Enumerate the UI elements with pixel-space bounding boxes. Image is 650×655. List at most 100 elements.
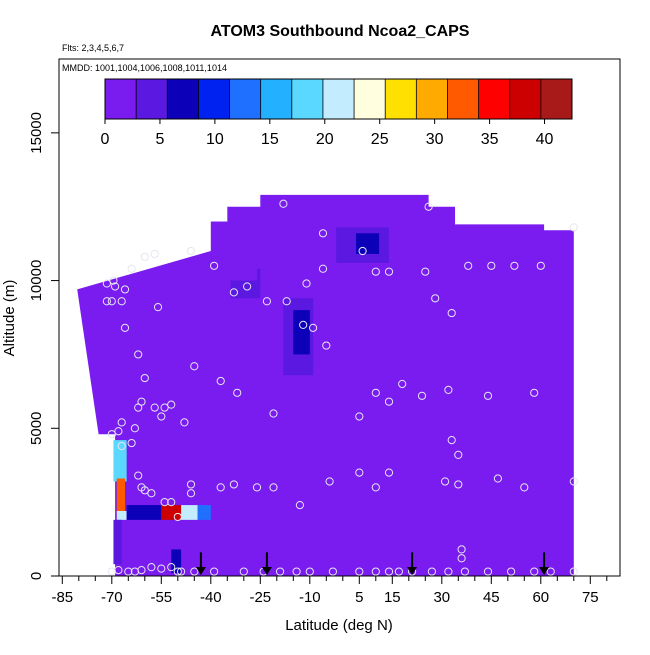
sample-point (305, 567, 314, 576)
sample-point (147, 489, 156, 498)
x-tick-label: -25 (249, 589, 271, 606)
sample-point (229, 288, 238, 297)
sample-point (355, 412, 364, 421)
y-tick-label: 5000 (28, 412, 45, 445)
data-cell (116, 478, 125, 514)
x-tick-label: 15 (384, 589, 401, 606)
sample-point (447, 436, 456, 445)
colorbar-tick-label: 35 (481, 131, 499, 148)
sample-point (210, 261, 219, 270)
colorbar-segment (322, 79, 355, 119)
arrow-head (261, 567, 272, 575)
colorbar-tick-label: 30 (426, 131, 444, 148)
sample-point (107, 430, 116, 439)
sample-point (140, 486, 149, 495)
sample-point (302, 279, 311, 288)
sample-point (140, 252, 149, 262)
sample-point (160, 403, 169, 412)
data-cell (181, 505, 198, 520)
colorbar-tick-label: 0 (101, 131, 110, 148)
axes: -85 -70 -55 -40 -25 -10 5 15 30 45 60 75 0 5000 10000 1… (28, 112, 608, 606)
sample-point (447, 308, 456, 318)
sample-point (384, 468, 394, 477)
sample-point (398, 379, 407, 389)
sample-point (239, 567, 248, 576)
x-tick-label: -10 (299, 589, 321, 606)
sample-point (569, 567, 578, 576)
sample-point (510, 261, 519, 270)
y-axis-label: Altitude (m) (1, 280, 18, 357)
arrow-head (539, 567, 550, 575)
x-tick-label: 30 (433, 589, 450, 606)
sample-point (157, 412, 166, 421)
sample-point (111, 282, 120, 291)
colorbar-segment (229, 79, 262, 119)
sample-point (177, 567, 186, 576)
y-tick-label: 15000 (28, 112, 45, 154)
sample-point (546, 567, 555, 576)
sample-point (107, 567, 116, 576)
x-tick-label: -70 (101, 589, 123, 606)
sample-point (371, 388, 380, 397)
sample-point (150, 403, 159, 412)
sample-point (384, 267, 394, 276)
sample-point (117, 297, 126, 306)
data-cell (171, 549, 182, 574)
dates-label: MMDD: 1001,1004,1006,1008,1011,1014 (62, 63, 227, 73)
sample-point (483, 391, 493, 400)
sample-point (117, 418, 126, 427)
sample-point (424, 202, 433, 211)
colorbar-segment (478, 79, 511, 119)
x-tick-label: 75 (582, 589, 599, 606)
sample-point (493, 474, 502, 483)
sample-point (457, 545, 466, 554)
colorbar-segment (198, 79, 231, 119)
x-tick-label: -40 (200, 589, 222, 606)
colorbar-segment (540, 79, 573, 119)
sample-point (309, 323, 318, 332)
colorbar-tick-label: 10 (206, 131, 224, 148)
sample-point (173, 567, 182, 576)
sample-point (454, 450, 463, 459)
sample-point (190, 362, 199, 371)
plot-frame (58, 58, 621, 577)
data-cell (293, 310, 310, 355)
colorbar-tick-label: 40 (536, 131, 554, 148)
sample-point (318, 229, 328, 238)
colorbar-segment (260, 79, 293, 119)
flights-label: Flts: 2,3,4,5,6,7 (62, 43, 124, 53)
sample-point (328, 567, 337, 576)
sample-point (530, 567, 539, 576)
sample-point (355, 468, 364, 477)
sample-point (124, 567, 133, 576)
arrow-head (407, 567, 418, 575)
sample-point (114, 427, 123, 436)
colorbar-tick-label: 15 (261, 131, 279, 148)
colorbar-segment (416, 79, 448, 119)
sample-point (371, 483, 380, 492)
sample-point (295, 500, 304, 510)
sample-point (355, 567, 364, 576)
data-cell (217, 262, 257, 281)
sample-point (282, 297, 291, 306)
x-tick-label: -85 (51, 589, 73, 606)
data-cell (113, 440, 127, 482)
colorbar: 0 5 10 15 20 25 30 35 40 (101, 78, 573, 148)
sample-point (134, 471, 143, 480)
sample-point (421, 267, 430, 276)
sample-point (134, 403, 143, 412)
sample-point (134, 350, 143, 359)
sample-point (130, 424, 139, 433)
sample-point (243, 282, 252, 291)
colorbar-segment (385, 79, 417, 119)
x-tick-label: 45 (483, 589, 500, 606)
sample-point (140, 373, 149, 383)
sample-point (186, 489, 196, 498)
arrow-head (195, 567, 206, 575)
sample-point (210, 567, 219, 576)
sample-point (102, 297, 111, 306)
colorbar-segment (291, 79, 324, 119)
sample-point (444, 385, 453, 394)
sample-point (127, 438, 136, 448)
sample-point (394, 567, 403, 576)
